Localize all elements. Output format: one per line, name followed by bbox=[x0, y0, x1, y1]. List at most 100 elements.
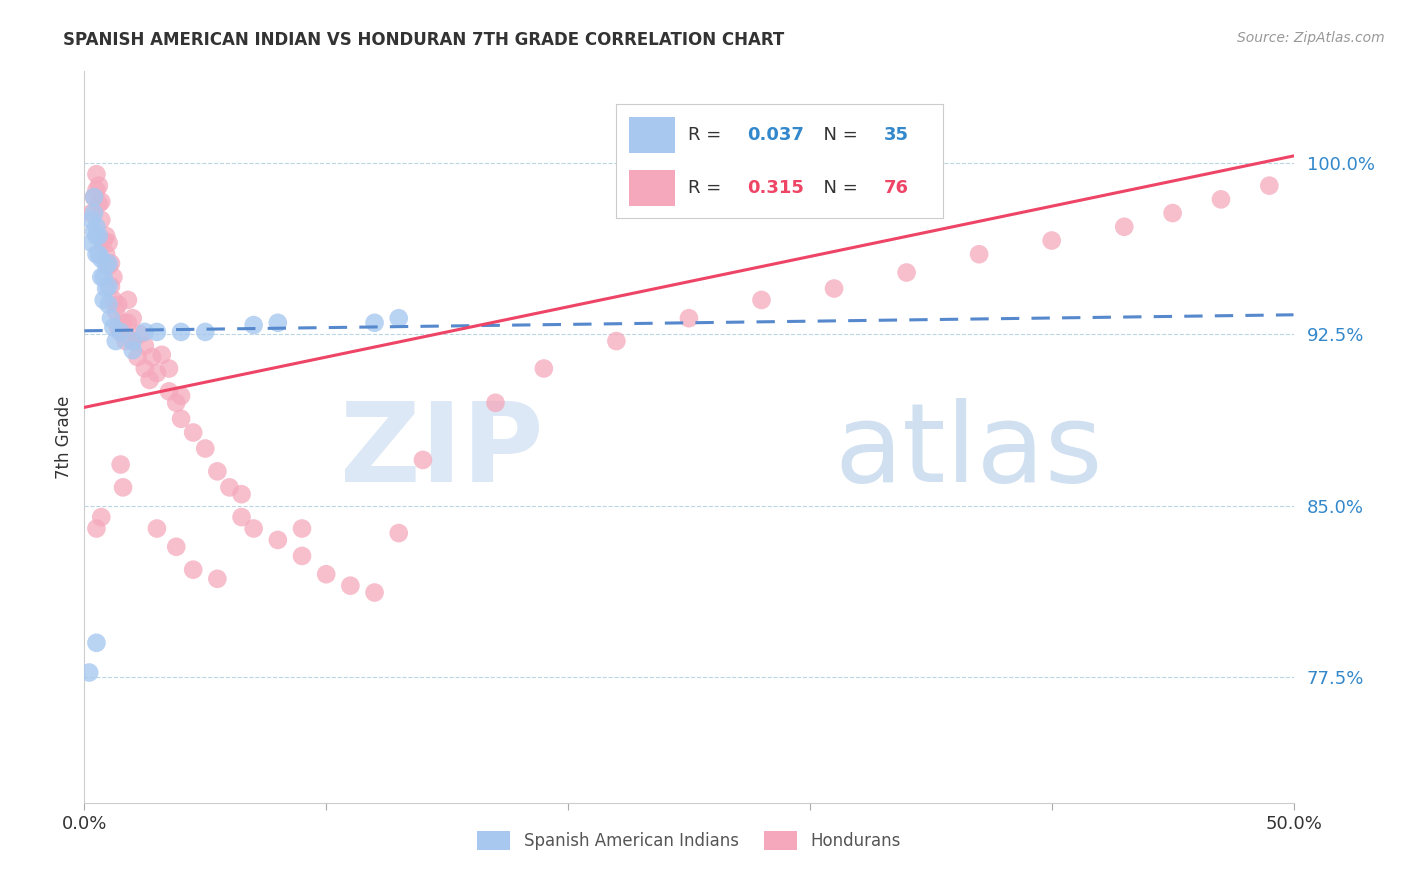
Point bbox=[363, 585, 385, 599]
Point bbox=[93, 270, 115, 285]
Text: Source: ZipAtlas.com: Source: ZipAtlas.com bbox=[1237, 31, 1385, 45]
Point bbox=[157, 361, 180, 376]
Text: atlas: atlas bbox=[834, 398, 1102, 505]
Point bbox=[86, 247, 108, 261]
Point bbox=[83, 224, 105, 238]
Point bbox=[86, 219, 108, 234]
Point bbox=[87, 247, 110, 261]
Point bbox=[80, 235, 103, 250]
Point bbox=[231, 510, 253, 524]
Point bbox=[97, 259, 120, 273]
Point bbox=[110, 325, 132, 339]
Point bbox=[363, 316, 385, 330]
Point bbox=[97, 256, 120, 270]
Point bbox=[121, 334, 143, 348]
Point bbox=[267, 316, 290, 330]
Point bbox=[751, 293, 773, 307]
Point bbox=[165, 396, 187, 410]
Point bbox=[194, 442, 217, 456]
Point bbox=[87, 178, 110, 193]
Point bbox=[104, 304, 127, 318]
Point bbox=[967, 247, 990, 261]
Point bbox=[165, 540, 187, 554]
Text: SPANISH AMERICAN INDIAN VS HONDURAN 7TH GRADE CORRELATION CHART: SPANISH AMERICAN INDIAN VS HONDURAN 7TH … bbox=[63, 31, 785, 49]
Point bbox=[231, 487, 253, 501]
Point bbox=[100, 256, 122, 270]
Point bbox=[100, 311, 122, 326]
Point bbox=[83, 190, 105, 204]
Point bbox=[112, 316, 135, 330]
Point bbox=[87, 197, 110, 211]
Point bbox=[291, 549, 314, 563]
Point bbox=[1258, 178, 1281, 193]
Point bbox=[121, 343, 143, 358]
Point bbox=[86, 521, 108, 535]
Legend: Spanish American Indians, Hondurans: Spanish American Indians, Hondurans bbox=[471, 824, 907, 856]
Point bbox=[121, 334, 143, 348]
Point bbox=[896, 265, 918, 279]
Point bbox=[103, 320, 125, 334]
Point bbox=[112, 480, 135, 494]
Point bbox=[291, 521, 314, 535]
Point bbox=[141, 350, 163, 364]
Point bbox=[90, 194, 112, 209]
Point bbox=[678, 311, 700, 326]
Point bbox=[170, 411, 193, 425]
Point bbox=[194, 325, 217, 339]
Point bbox=[127, 350, 149, 364]
Point bbox=[181, 563, 204, 577]
Point bbox=[170, 325, 193, 339]
Point bbox=[94, 281, 117, 295]
Y-axis label: 7th Grade: 7th Grade bbox=[55, 395, 73, 479]
Point bbox=[218, 480, 240, 494]
Point bbox=[129, 327, 152, 342]
Point bbox=[146, 325, 169, 339]
Point bbox=[83, 190, 105, 204]
Point bbox=[138, 373, 160, 387]
Point bbox=[412, 453, 434, 467]
Point bbox=[114, 334, 136, 348]
Point bbox=[533, 361, 555, 376]
Point bbox=[94, 259, 117, 273]
Point bbox=[170, 389, 193, 403]
Point bbox=[207, 572, 229, 586]
Point bbox=[97, 279, 120, 293]
Point bbox=[146, 521, 169, 535]
Point bbox=[93, 293, 115, 307]
Text: ZIP: ZIP bbox=[340, 398, 544, 505]
Point bbox=[242, 318, 264, 332]
Point bbox=[146, 366, 169, 380]
Point bbox=[80, 213, 103, 227]
Point bbox=[605, 334, 627, 348]
Point bbox=[1114, 219, 1136, 234]
Point bbox=[823, 281, 845, 295]
Point bbox=[315, 567, 337, 582]
Point bbox=[1161, 206, 1184, 220]
Point bbox=[90, 252, 112, 266]
Point bbox=[388, 311, 411, 326]
Point bbox=[103, 270, 125, 285]
Point bbox=[87, 228, 110, 243]
Point bbox=[181, 425, 204, 440]
Point bbox=[110, 325, 132, 339]
Point bbox=[90, 270, 112, 285]
Point bbox=[107, 297, 129, 311]
Point bbox=[242, 521, 264, 535]
Point bbox=[93, 234, 115, 248]
Point bbox=[157, 384, 180, 399]
Point bbox=[77, 665, 100, 680]
Point bbox=[107, 320, 129, 334]
Point bbox=[121, 311, 143, 326]
Point bbox=[94, 247, 117, 261]
Point bbox=[97, 297, 120, 311]
Point bbox=[104, 334, 127, 348]
Point bbox=[484, 396, 506, 410]
Point bbox=[388, 526, 411, 541]
Point bbox=[94, 228, 117, 243]
Point bbox=[207, 464, 229, 478]
Point bbox=[134, 338, 156, 352]
Point bbox=[1209, 192, 1232, 206]
Point bbox=[134, 361, 156, 376]
Point bbox=[103, 293, 125, 307]
Point bbox=[80, 206, 103, 220]
